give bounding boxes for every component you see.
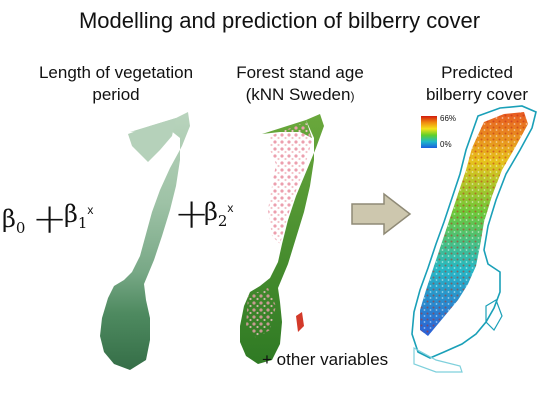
other-variables-label: + other variables — [262, 350, 389, 369]
forest-gotland-island — [296, 312, 304, 332]
forest-old-stands-overlay — [268, 122, 312, 244]
forest-south-overlay — [246, 288, 276, 338]
beta0-subscript: 0 — [15, 219, 26, 237]
vegetation-map — [100, 112, 190, 370]
prediction-label-line1: Predicted — [441, 63, 513, 82]
beta0-term: β0 — [2, 205, 25, 237]
vegetation-period-label: Length of vegetation period — [12, 62, 220, 106]
prediction-label: Predicted bilberry cover — [402, 62, 552, 106]
diagram-title: Modelling and prediction of bilberry cov… — [78, 8, 481, 33]
prediction-outline — [411, 105, 537, 359]
beta1-variable: x — [87, 203, 94, 217]
forest-age-label: Forest stand age (kNN Sweden) — [226, 62, 374, 107]
legend-max-label: 66% — [440, 114, 457, 123]
legend-min-label: 0% — [440, 140, 452, 149]
vegetation-label-line1: Length of vegetation — [38, 63, 194, 82]
beta1-term: β1x — [64, 200, 93, 232]
beta2-variable: x — [227, 201, 234, 215]
vegetation-label-line2: period — [92, 85, 140, 104]
beta1-subscript: 1 — [77, 214, 88, 232]
prediction-south-water — [413, 346, 463, 373]
beta2-symbol: β — [204, 198, 218, 226]
beta2-term: β2x — [204, 198, 233, 230]
beta0-symbol: β — [2, 205, 16, 233]
beta1-symbol: β — [64, 200, 78, 228]
prediction-gotland-outline — [485, 299, 503, 331]
plus-sign-1: + — [32, 194, 68, 243]
vegetation-north-lobe — [128, 118, 176, 162]
right-arrow — [351, 192, 412, 236]
prediction-label-line2: bilberry cover — [425, 85, 529, 104]
prediction-speckle — [420, 112, 528, 336]
forest-label-suffix: ) — [350, 89, 355, 103]
forest-label-line2: (kNN Sweden — [245, 85, 351, 104]
forest-label-line1: Forest stand age — [236, 63, 364, 82]
legend-color-bar — [421, 116, 437, 148]
plus-sign-2: + — [174, 189, 210, 238]
beta2-subscript: 2 — [217, 212, 228, 230]
